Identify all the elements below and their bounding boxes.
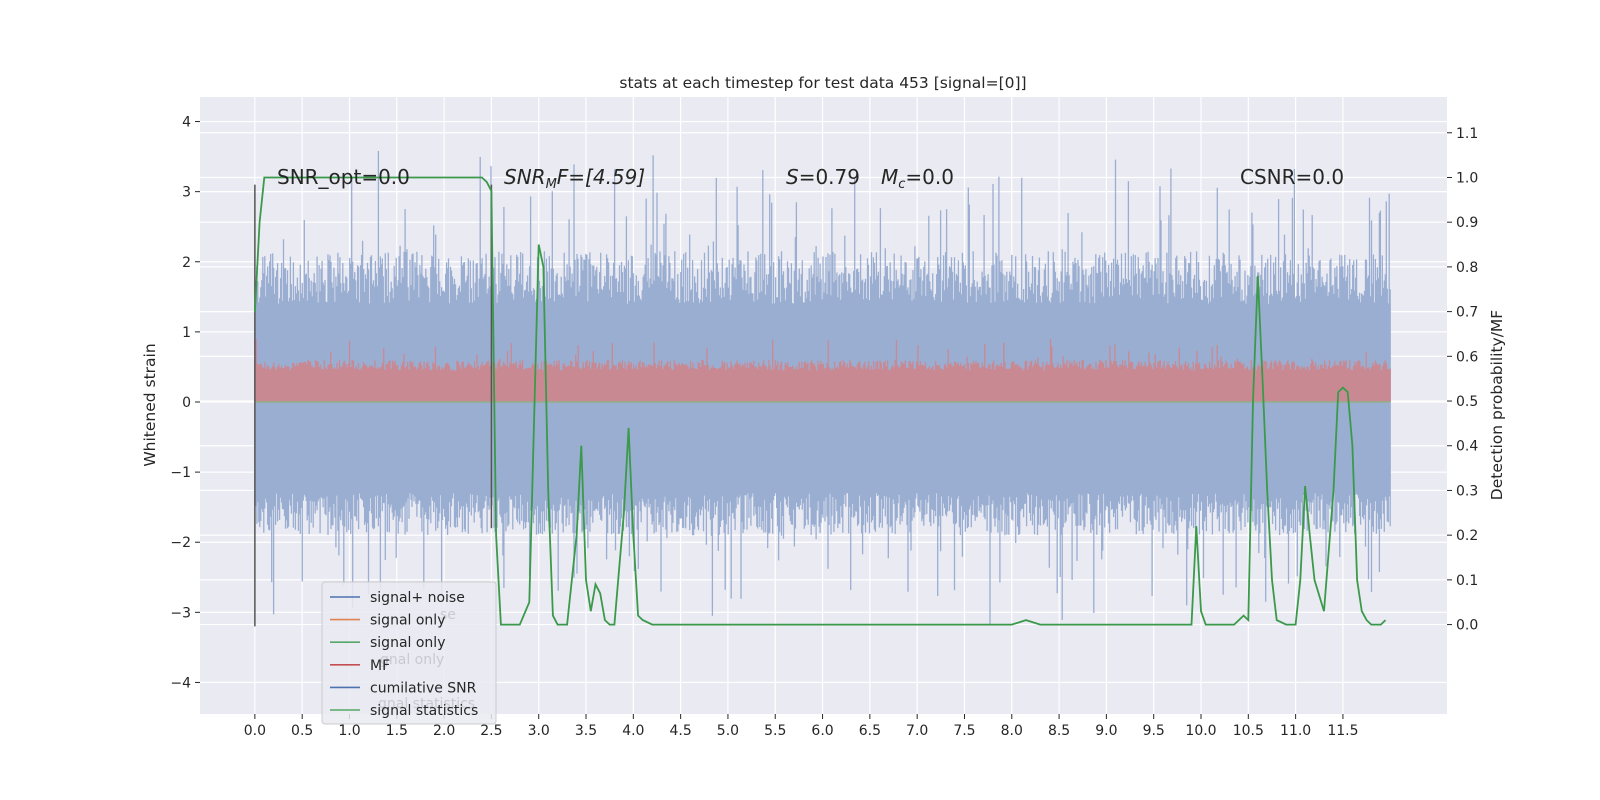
y-axis-label-right: Detection probability/MF bbox=[1488, 310, 1506, 501]
signal-statistics-line bbox=[254, 176, 1387, 626]
x-ticks: 0.0 0.5 1.0 1.5 2.0 2.5 3.0 3.5 4.0 4.5 5.0 5.5 6.0 6… bbox=[244, 714, 1359, 739]
y-right-tick-label: 0.4 bbox=[1456, 439, 1478, 455]
x-tick-label: 4.0 bbox=[622, 723, 644, 739]
y-tick-label: 1 bbox=[182, 325, 191, 341]
mc-sub: c bbox=[898, 177, 905, 192]
legend-entry: signal only bbox=[330, 635, 445, 651]
s-rest: =0.79 bbox=[799, 165, 860, 189]
y-tick-label: 4 bbox=[182, 115, 191, 131]
legend-entry: cumilative SNR bbox=[330, 680, 477, 696]
x-tick-label: 5.5 bbox=[764, 723, 786, 739]
snr-mf-rest: F=[4.59] bbox=[557, 165, 645, 189]
legend: se gnal only gnal statistics signal+ noise… bbox=[321, 581, 497, 725]
y-right-tick-label: 0.5 bbox=[1456, 394, 1478, 410]
legend-ghost-label: gnal only bbox=[380, 652, 444, 668]
mc-label: M bbox=[881, 165, 898, 189]
legend-ghost-label: gnal statistics bbox=[378, 696, 475, 712]
x-tick-label: 6.5 bbox=[859, 723, 881, 739]
mc-rest: =0.0 bbox=[905, 165, 954, 189]
x-tick-label: 1.5 bbox=[386, 723, 408, 739]
x-tick-label: 2.5 bbox=[480, 723, 502, 739]
x-tick-label: 6.0 bbox=[811, 723, 833, 739]
x-tick-label: 10.0 bbox=[1185, 723, 1216, 739]
snr-mf-base: SNR bbox=[504, 165, 546, 189]
annotation-snr-opt: SNR_opt=0.0 bbox=[277, 165, 410, 189]
x-tick-label: 4.5 bbox=[670, 723, 692, 739]
y-tick-label: 0 bbox=[182, 395, 191, 411]
y-tick-label: −4 bbox=[170, 675, 191, 691]
x-tick-label: 1.0 bbox=[338, 723, 360, 739]
s-label: S bbox=[786, 165, 799, 189]
y-right-tick-label: 0.0 bbox=[1456, 618, 1478, 634]
y-tick-label: −3 bbox=[170, 605, 191, 621]
annotation-csnr: CSNR=0.0 bbox=[1240, 165, 1344, 189]
x-tick-label: 2.0 bbox=[433, 723, 455, 739]
y-right-tick-label: 0.9 bbox=[1456, 215, 1478, 231]
annotation-s: S=0.79 bbox=[786, 165, 860, 189]
x-tick-label: 0.5 bbox=[291, 723, 313, 739]
x-tick-label: 7.0 bbox=[906, 723, 928, 739]
legend-entry: signal+ noise bbox=[330, 590, 465, 606]
legend-label: signal+ noise bbox=[370, 590, 465, 606]
y-right-tick-label: 1.0 bbox=[1456, 170, 1478, 186]
legend-box bbox=[321, 581, 497, 725]
legend-label: signal only bbox=[370, 613, 445, 629]
x-tick-label: 10.5 bbox=[1233, 723, 1264, 739]
legend-label: MF bbox=[370, 658, 390, 674]
legend-entry: signal only bbox=[330, 613, 445, 629]
y-right-tick-label: 0.8 bbox=[1456, 260, 1478, 276]
y-right-tick-label: 0.6 bbox=[1456, 349, 1478, 365]
legend-entry: signal statistics bbox=[330, 703, 478, 719]
series-signal-statistics bbox=[254, 176, 1387, 626]
x-tick-label: 9.0 bbox=[1095, 723, 1117, 739]
x-tick-label: 8.0 bbox=[1001, 723, 1023, 739]
y-right-tick-label: 0.3 bbox=[1456, 483, 1478, 499]
snr-mf-sub: M bbox=[546, 177, 557, 192]
y-tick-label: −2 bbox=[170, 535, 191, 551]
x-tick-label: 0.0 bbox=[244, 723, 266, 739]
y-tick-label: −1 bbox=[170, 465, 191, 481]
series-layer bbox=[254, 151, 1391, 627]
y-ticks: 4 3 2 1 0 −1 −2 −3 −4 bbox=[170, 115, 200, 691]
x-tick-label: 9.5 bbox=[1143, 723, 1165, 739]
y-right-tick-label: 0.2 bbox=[1456, 528, 1478, 544]
y-right-tick-label: 1.1 bbox=[1456, 126, 1478, 142]
y-tick-label: 3 bbox=[182, 185, 191, 201]
x-tick-label: 11.0 bbox=[1280, 723, 1311, 739]
y-right-tick-label: 0.1 bbox=[1456, 573, 1478, 589]
legend-ghost-label: se bbox=[440, 607, 456, 623]
y-tick-label: 2 bbox=[182, 255, 191, 271]
chart-title: stats at each timestep for test data 453… bbox=[619, 74, 1026, 92]
legend-label: cumilative SNR bbox=[370, 680, 477, 696]
x-tick-label: 3.0 bbox=[528, 723, 550, 739]
legend-entry: MF bbox=[330, 658, 390, 674]
legend-ghost-text: se gnal only gnal statistics bbox=[378, 607, 475, 712]
x-tick-label: 3.5 bbox=[575, 723, 597, 739]
x-tick-label: 11.5 bbox=[1327, 723, 1358, 739]
annotation-mc: Mc=0.0 bbox=[881, 165, 954, 192]
annotations: SNR_opt=0.0 SNRMF=[4.59] S=0.79 Mc=0.0 C… bbox=[277, 165, 1344, 192]
y-axis-label: Whitened strain bbox=[141, 343, 159, 466]
x-tick-label: 5.0 bbox=[717, 723, 739, 739]
legend-label: signal only bbox=[370, 635, 445, 651]
y-ticks-right: 1.1 1.0 0.9 0.8 0.7 0.6 0.5 0.4 0.3 0.2 0.1 0.0 bbox=[1447, 126, 1478, 634]
y-right-tick-label: 0.7 bbox=[1456, 305, 1478, 321]
legend-label: signal statistics bbox=[370, 703, 478, 719]
x-tick-label: 7.5 bbox=[953, 723, 975, 739]
x-tick-label: 8.5 bbox=[1048, 723, 1070, 739]
legend-entries: signal+ noise signal only signal only MF cum… bbox=[330, 590, 478, 719]
annotation-snr-mf: SNRMF=[4.59] bbox=[504, 165, 645, 192]
